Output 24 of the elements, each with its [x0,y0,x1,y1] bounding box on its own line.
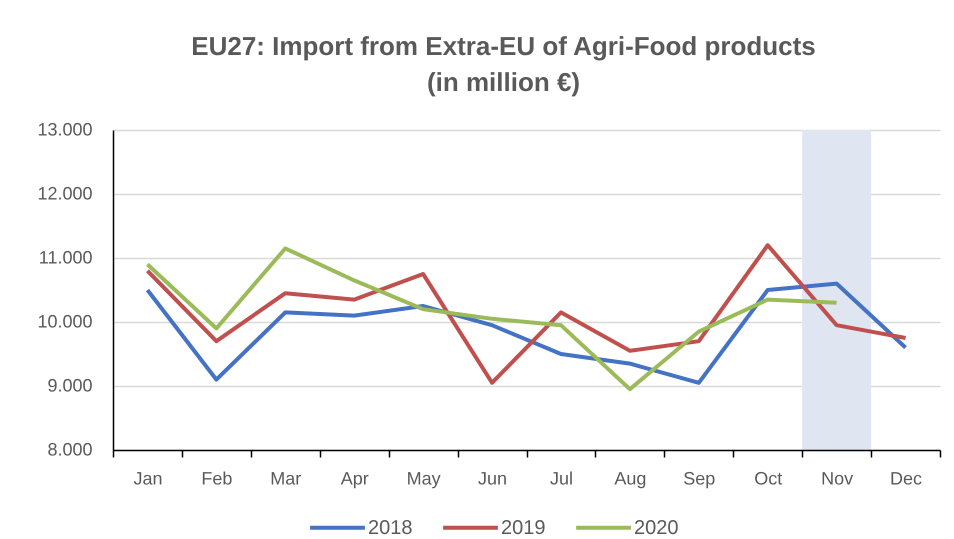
chart-subtitle: (in million €) [426,67,580,97]
y-tick-label: 12.000 [37,184,92,204]
y-tick-label: 8.000 [47,440,92,460]
y-tick-label: 13.000 [37,120,92,140]
legend-label: 2020 [634,516,678,539]
x-tick-label: May [406,468,441,488]
x-tick-label: Apr [340,468,369,488]
x-tick-label: Feb [201,468,232,488]
y-tick-label: 11.000 [38,248,92,268]
x-tick-label: Jun [478,468,508,488]
x-tick-label: Jan [133,468,162,488]
y-tick-label: 10.000 [37,312,92,332]
x-tick-label: Sep [683,468,716,488]
x-tick-label: Dec [890,468,922,488]
x-tick-label: Aug [614,468,646,488]
y-tick-label: 9.000 [47,376,92,396]
x-tick-label: Jul [550,468,573,488]
legend-label: 2018 [368,516,412,539]
x-tick-label: Nov [821,468,854,488]
line-series [145,282,908,385]
legend-label: 2019 [501,516,546,539]
x-tick-label: Mar [270,468,302,488]
x-tick-label: Oct [754,468,782,488]
chart-title: EU27: Import from Extra-EU of Agri-Food products [191,31,816,61]
